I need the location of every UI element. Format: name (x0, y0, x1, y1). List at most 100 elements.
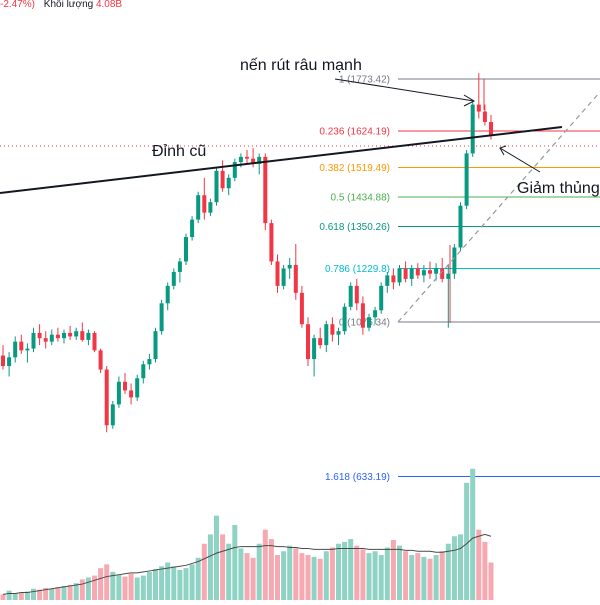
candle-body[interactable] (330, 324, 335, 335)
candle-body[interactable] (440, 268, 445, 279)
candle-body[interactable] (171, 271, 176, 286)
volume-bar (366, 553, 372, 600)
volume-bar (116, 574, 122, 600)
candle-body[interactable] (421, 270, 426, 276)
candle-body[interactable] (31, 332, 36, 349)
candle-body[interactable] (159, 303, 164, 332)
candle-body[interactable] (208, 202, 213, 213)
candle-body[interactable] (348, 285, 353, 307)
candle-body[interactable] (434, 268, 439, 274)
candle-body[interactable] (232, 162, 237, 178)
volume-bar (342, 541, 348, 600)
fib-level-label: 0.236 (1624.19) (319, 127, 390, 138)
candle-body[interactable] (184, 237, 188, 262)
candle-body[interactable] (373, 310, 378, 318)
candle-body[interactable] (153, 331, 158, 360)
candle-body[interactable] (306, 324, 310, 360)
candle-body[interactable] (263, 156, 268, 224)
candle-body[interactable] (299, 292, 304, 325)
candle-body[interactable] (104, 369, 109, 426)
candle-body[interactable] (214, 170, 219, 203)
candle-body[interactable] (446, 273, 451, 279)
candle-body[interactable] (68, 332, 73, 337)
candle-body[interactable] (336, 331, 341, 335)
candle-body[interactable] (409, 268, 414, 279)
candle-body[interactable] (190, 219, 195, 238)
candle-body[interactable] (196, 195, 201, 220)
candle-body[interactable] (245, 156, 249, 159)
candle-body[interactable] (354, 285, 359, 304)
candle-body[interactable] (482, 111, 487, 123)
volume-bar (421, 556, 427, 600)
candle-body[interactable] (238, 156, 243, 163)
candle-body[interactable] (251, 158, 256, 164)
candle-body[interactable] (62, 332, 66, 339)
candle-body[interactable] (135, 378, 140, 398)
old-peak-trendline[interactable] (0, 126, 563, 194)
candle-body[interactable] (342, 306, 347, 332)
candle-body[interactable] (275, 261, 280, 286)
candle-body[interactable] (391, 275, 396, 283)
candle-body[interactable] (367, 317, 371, 328)
candle-body[interactable] (49, 334, 54, 342)
candle-body[interactable] (379, 285, 384, 311)
candle-body[interactable] (43, 338, 48, 342)
candle-body[interactable] (220, 170, 225, 189)
candle-body[interactable] (123, 381, 127, 391)
candle-body[interactable] (37, 332, 42, 339)
candle-body[interactable] (293, 264, 298, 293)
candle-body[interactable] (269, 223, 274, 262)
candle-body[interactable] (360, 303, 365, 328)
candle-body[interactable] (98, 350, 103, 370)
candle-body[interactable] (318, 338, 323, 346)
volume-bar (439, 551, 445, 600)
volume-bar (317, 558, 323, 600)
candle-body[interactable] (86, 332, 91, 340)
volume-bar (476, 529, 482, 600)
candle-body[interactable] (397, 268, 402, 283)
candle-body[interactable] (177, 261, 182, 272)
candle-body[interactable] (281, 268, 286, 286)
candle-body[interactable] (415, 268, 420, 276)
candle-body[interactable] (55, 334, 60, 339)
volume-bar (470, 468, 476, 600)
candle-body[interactable] (226, 177, 231, 189)
candle-body[interactable] (458, 205, 463, 248)
volume-bar (61, 585, 67, 600)
candle-body[interactable] (403, 268, 408, 279)
candle-body[interactable] (202, 195, 207, 213)
candle-body[interactable] (25, 348, 30, 351)
candle-body[interactable] (13, 341, 18, 358)
candle-body[interactable] (324, 324, 329, 346)
candle-body[interactable] (489, 122, 493, 136)
candle-body[interactable] (470, 104, 475, 154)
candle-body[interactable] (7, 357, 12, 367)
candle-body[interactable] (110, 404, 115, 426)
candle-body[interactable] (129, 390, 134, 398)
volume-bar (134, 577, 140, 600)
candle-body[interactable] (428, 270, 432, 274)
candle-body[interactable] (287, 264, 292, 269)
volume-bar (256, 543, 262, 600)
candle-body[interactable] (74, 331, 79, 337)
volume-bar (195, 557, 201, 600)
candle-body[interactable] (147, 359, 152, 365)
candle-body[interactable] (165, 285, 170, 304)
candle-body[interactable] (1, 355, 5, 367)
dashed-trendline[interactable] (397, 91, 600, 323)
candle-body[interactable] (116, 381, 121, 405)
volume-bar (220, 534, 226, 600)
candle-body[interactable] (141, 364, 146, 379)
candle-body[interactable] (92, 332, 97, 351)
candle-body[interactable] (452, 247, 457, 274)
candle-body[interactable] (80, 331, 85, 340)
candle-body[interactable] (312, 338, 317, 360)
candle-body[interactable] (19, 341, 24, 351)
candle-body[interactable] (257, 156, 262, 164)
candle-body[interactable] (385, 275, 390, 286)
candle-body[interactable] (464, 153, 469, 206)
candle-body[interactable] (476, 104, 481, 112)
volume-bar (6, 590, 12, 600)
